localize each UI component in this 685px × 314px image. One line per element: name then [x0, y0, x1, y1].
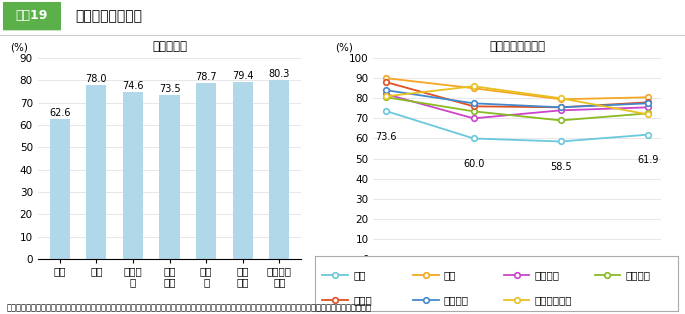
- FancyBboxPatch shape: [3, 2, 61, 30]
- Title: （１）全体: （１）全体: [152, 40, 187, 53]
- Text: フランス: フランス: [444, 295, 469, 305]
- Title: （２）年齢階級別: （２）年齢階級別: [489, 40, 545, 53]
- Bar: [86, 85, 106, 259]
- Text: 61.9: 61.9: [637, 155, 659, 165]
- Text: ドイツ: ドイツ: [353, 295, 372, 305]
- Text: 80.3: 80.3: [269, 69, 290, 78]
- Bar: [269, 80, 289, 259]
- Text: 韓国: 韓国: [444, 270, 456, 280]
- Text: （注）「あなたは、友人との関係に安心感を覚えますか、それとも不安を感じますか」との問いに対し、「安心」「どちらかといえば安心」と回答した者の合計。: （注）「あなたは、友人との関係に安心感を覚えますか、それとも不安を感じますか」と…: [7, 303, 372, 312]
- Y-axis label: (%): (%): [336, 42, 353, 52]
- Text: 58.5: 58.5: [550, 162, 571, 172]
- Text: 日本: 日本: [353, 270, 366, 280]
- Bar: [49, 119, 70, 259]
- Text: 79.4: 79.4: [232, 71, 253, 81]
- Text: スウェーデン: スウェーデン: [535, 295, 572, 305]
- Y-axis label: (%): (%): [10, 42, 28, 52]
- Text: 78.7: 78.7: [195, 72, 217, 82]
- Text: 図表19: 図表19: [16, 9, 48, 22]
- Text: 74.6: 74.6: [122, 81, 144, 91]
- Text: 73.6: 73.6: [375, 132, 397, 142]
- Text: アメリカ: アメリカ: [535, 270, 560, 280]
- Bar: [233, 82, 253, 259]
- Text: イギリス: イギリス: [625, 270, 651, 280]
- Bar: [123, 93, 143, 259]
- Text: 友人関係の安心感: 友人関係の安心感: [75, 9, 142, 23]
- Text: 60.0: 60.0: [463, 159, 484, 169]
- Text: 73.5: 73.5: [159, 84, 180, 94]
- Text: 62.6: 62.6: [49, 108, 71, 118]
- Text: 78.0: 78.0: [86, 74, 107, 84]
- Bar: [160, 95, 179, 259]
- Bar: [196, 83, 216, 259]
